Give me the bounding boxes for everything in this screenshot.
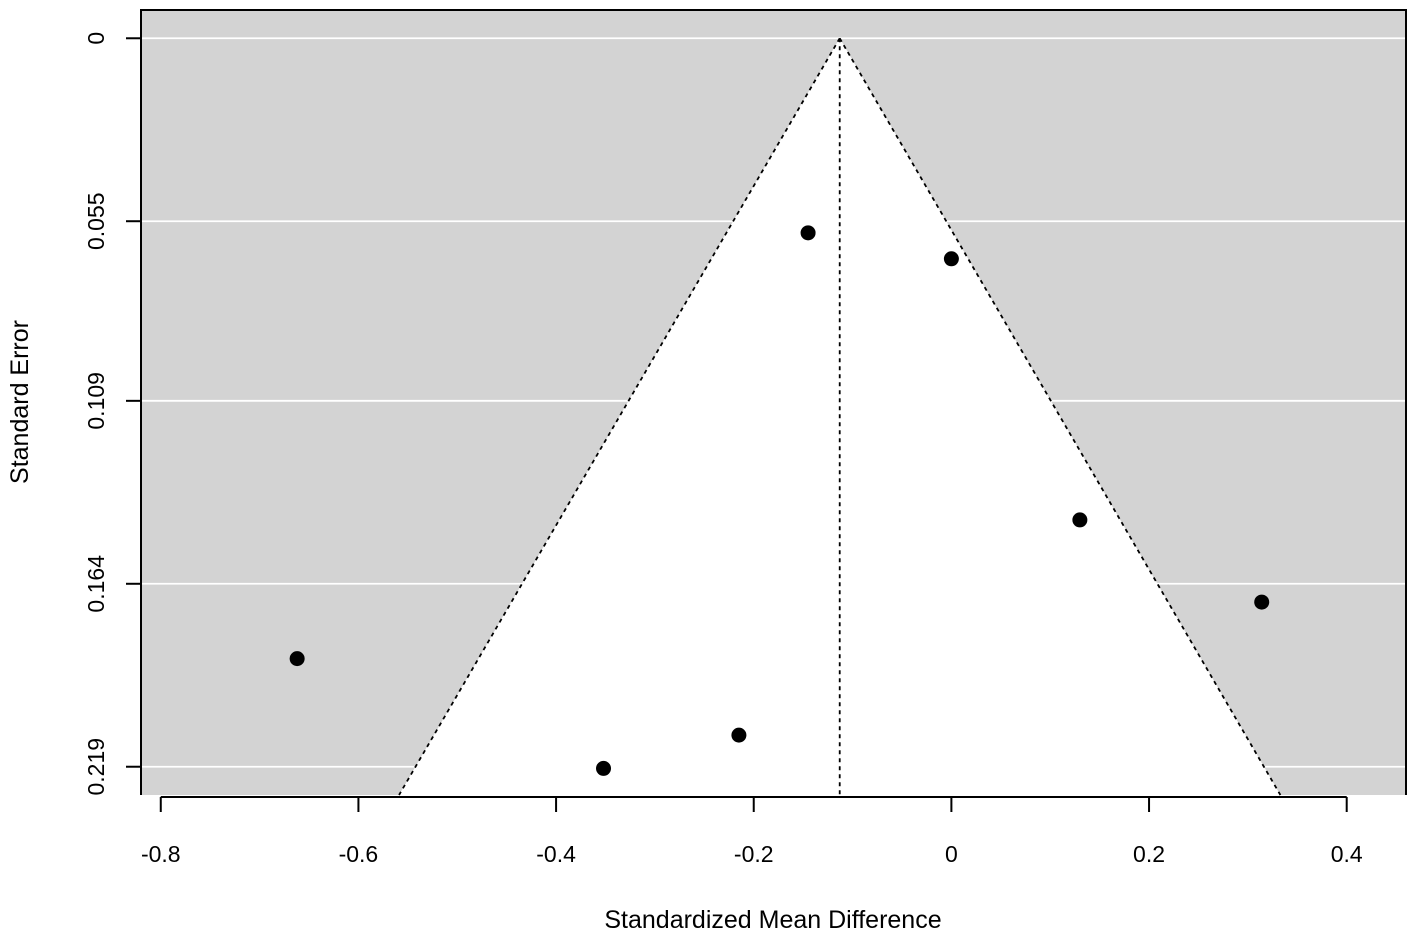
y-tick-label: 0 [83, 32, 109, 45]
x-tick-label: 0.4 [1331, 841, 1363, 867]
data-points [289, 225, 1270, 776]
y-axis-title: Standard Error [6, 320, 34, 484]
funnel-right-boundary [838, 37, 1282, 796]
data-point [800, 225, 816, 241]
x-tick-label: -0.4 [536, 841, 576, 867]
funnel-boundaries [398, 37, 1282, 796]
x-tick-label: -0.2 [734, 841, 774, 867]
x-tick-label: 0 [945, 841, 958, 867]
x-axis-title: Standardized Mean Difference [604, 906, 941, 934]
data-point [731, 727, 747, 743]
data-point [1254, 594, 1270, 610]
y-tick-label: 0.219 [83, 738, 109, 796]
funnel-left-boundary [398, 37, 841, 796]
y-tick-label: 0.164 [83, 555, 109, 613]
data-point [289, 651, 305, 667]
x-tick-label: -0.6 [339, 841, 379, 867]
x-axis: -0.8 -0.6 -0.4 -0.2 0 0.2 0.4 [141, 796, 1363, 867]
data-point [596, 760, 612, 776]
x-tick-label: 0.2 [1133, 841, 1165, 867]
y-tick-label: 0.055 [83, 192, 109, 250]
y-axis: 0 0.055 0.109 0.164 0.219 [83, 32, 142, 796]
x-tick-label: -0.8 [141, 841, 181, 867]
data-point [1072, 512, 1088, 528]
data-point [943, 251, 959, 267]
y-tick-label: 0.109 [83, 372, 109, 430]
